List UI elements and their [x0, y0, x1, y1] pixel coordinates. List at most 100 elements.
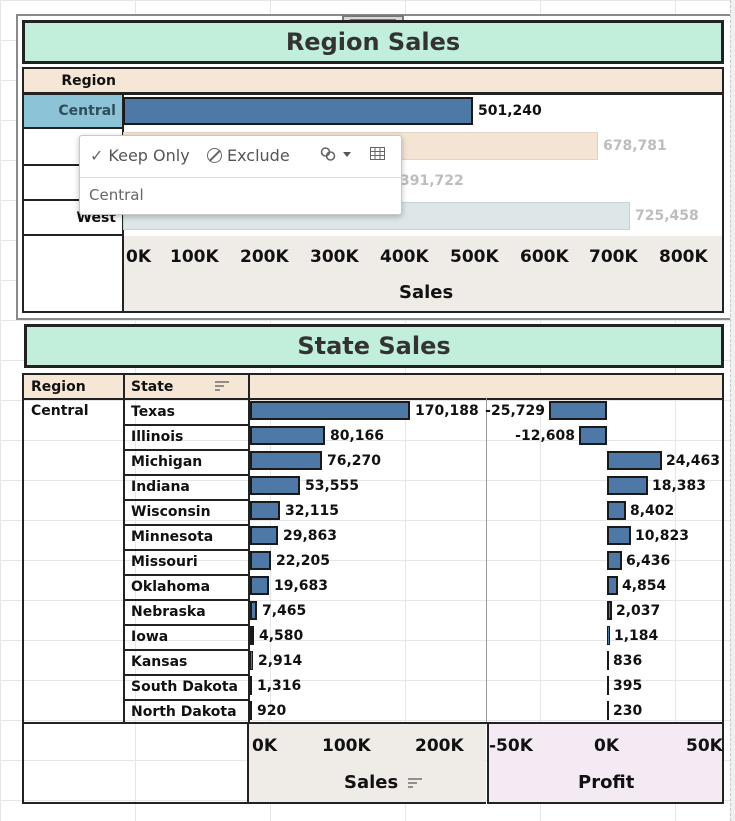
sales-bar[interactable] [250, 451, 322, 470]
region-axis-tick: 700K [589, 247, 638, 267]
sales-bar[interactable] [250, 401, 410, 420]
profit-bar[interactable] [607, 576, 618, 595]
state-cell[interactable]: Illinois [131, 429, 184, 445]
profit-bar[interactable] [607, 651, 609, 670]
view-data-button[interactable] [370, 147, 385, 160]
profit-value-label: -12,608 [515, 428, 575, 444]
sales-bar[interactable] [250, 501, 280, 520]
state-row-separator [124, 549, 249, 551]
profit-axis-tick: -50K [489, 736, 533, 756]
profit-bar[interactable] [607, 451, 662, 470]
sales-bar[interactable] [250, 601, 257, 620]
profit-axis-title: Profit [578, 772, 635, 793]
state-grid-bottom [22, 722, 724, 724]
profit-bar[interactable] [607, 601, 612, 620]
sales-value-label: 19,683 [274, 578, 329, 594]
profit-bar[interactable] [607, 526, 631, 545]
profit-value-label: 2,037 [616, 603, 661, 619]
keep-only-button[interactable]: ✓ Keep Only [90, 146, 190, 165]
state-cell[interactable]: South Dakota [131, 679, 238, 695]
profit-bar[interactable] [607, 676, 609, 695]
state-grid-frame [22, 398, 724, 724]
state-header-band [22, 373, 724, 400]
region-sales-header-band [122, 67, 724, 94]
profit-value-label: 24,463 [666, 453, 721, 469]
region-row-sep-1 [22, 127, 123, 129]
sales-value-label: 170,188 [415, 403, 479, 419]
state-cell[interactable]: Oklahoma [131, 579, 211, 595]
profit-value-label: 230 [613, 703, 643, 719]
chevron-down-icon [343, 151, 351, 157]
sales-bar[interactable] [250, 476, 300, 495]
sort-icon[interactable] [215, 381, 229, 392]
region-bar-central[interactable] [123, 97, 473, 125]
profit-value-label: 4,854 [622, 578, 667, 594]
sales-axis-title[interactable]: Sales [344, 772, 423, 793]
state-row-separator [124, 424, 249, 426]
sales-axis-tick: 0K [252, 736, 278, 756]
profit-bar[interactable] [549, 401, 607, 420]
state-sales-title-text: State Sales [297, 332, 451, 360]
sales-bar[interactable] [250, 526, 278, 545]
profit-bar[interactable] [607, 501, 626, 520]
state-cell[interactable]: Wisconsin [131, 504, 211, 520]
region-sales-title: Region Sales [22, 20, 724, 64]
state-cell[interactable]: Texas [131, 404, 175, 420]
state-region-cell[interactable]: Central [31, 403, 89, 419]
sales-bar[interactable] [250, 701, 252, 720]
state-cell[interactable]: North Dakota [131, 704, 237, 720]
state-sales-divider [248, 398, 250, 798]
state-cell[interactable]: Iowa [131, 629, 169, 645]
sort-icon[interactable] [408, 777, 423, 789]
sales-axis-area [249, 724, 486, 804]
state-row-separator [124, 624, 249, 626]
sales-value-label: 22,205 [276, 553, 331, 569]
group-members-button[interactable] [320, 146, 351, 162]
state-row-separator [124, 699, 249, 701]
region-axis-area [124, 236, 722, 311]
profit-axis-tick: 0K [594, 736, 620, 756]
state-cell[interactable]: Kansas [131, 654, 188, 670]
sales-bar[interactable] [250, 626, 254, 645]
state-cell[interactable]: Michigan [131, 454, 203, 470]
sales-value-label: 4,580 [259, 628, 304, 644]
sales-bar[interactable] [250, 426, 325, 445]
profit-value-label: 1,184 [614, 628, 659, 644]
profit-bar[interactable] [607, 551, 622, 570]
state-cell[interactable]: Minnesota [131, 529, 214, 545]
state-header-bottom [22, 398, 724, 400]
sales-bar[interactable] [250, 651, 253, 670]
region-row-central[interactable]: Central [24, 95, 122, 127]
sales-axis-title-text: Sales [344, 772, 399, 793]
state-cell[interactable]: Nebraska [131, 604, 206, 620]
sales-bar[interactable] [250, 576, 269, 595]
region-sales-title-text: Region Sales [285, 28, 461, 56]
region-header: Region [22, 67, 124, 94]
region-value-east: 678,781 [603, 138, 667, 154]
region-axis-tick: 500K [450, 247, 499, 267]
profit-value-label: 18,383 [652, 478, 707, 494]
state-cell[interactable]: Missouri [131, 554, 198, 570]
sales-value-label: 920 [257, 703, 287, 719]
exclude-button[interactable]: Exclude [207, 146, 290, 165]
profit-value-label: 6,436 [626, 553, 671, 569]
vertical-scrollbar[interactable] [730, 0, 735, 821]
sales-bar[interactable] [250, 676, 252, 695]
state-header-divider-1 [123, 373, 125, 400]
profit-bar[interactable] [607, 626, 610, 645]
profit-bar[interactable] [607, 476, 648, 495]
sales-value-label: 29,863 [283, 528, 338, 544]
region-axis-tick: 600K [520, 247, 569, 267]
region-row-label: Central [58, 103, 116, 119]
sales-bar[interactable] [250, 551, 271, 570]
profit-bar[interactable] [607, 701, 609, 720]
region-value-south: 391,722 [400, 173, 464, 189]
sales-value-label: 1,316 [257, 678, 302, 694]
profit-bar[interactable] [579, 426, 607, 445]
state-state-header[interactable]: State [131, 379, 174, 395]
profit-value-label: 395 [613, 678, 643, 694]
profit-value-label: 8,402 [630, 503, 675, 519]
sales-value-label: 80,166 [330, 428, 385, 444]
state-cell[interactable]: Indiana [131, 479, 190, 495]
state-row-separator [124, 674, 249, 676]
